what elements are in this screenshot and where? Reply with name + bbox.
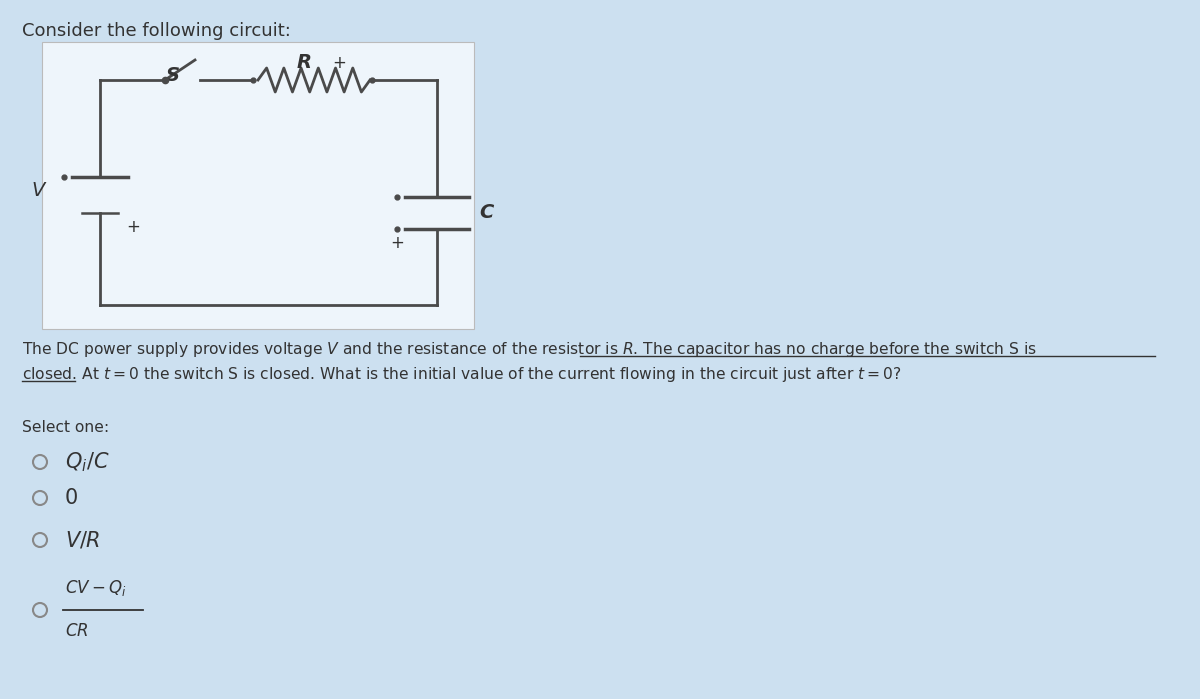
Text: Consider the following circuit:: Consider the following circuit: — [22, 22, 290, 40]
Text: R: R — [296, 53, 312, 72]
Text: +: + — [126, 218, 140, 236]
FancyBboxPatch shape — [42, 42, 474, 329]
Text: +: + — [390, 234, 404, 252]
Text: S: S — [166, 66, 180, 85]
Text: $CV-Q_i$: $CV-Q_i$ — [65, 578, 127, 598]
Text: The DC power supply provides voltage $\mathit{V}$ and the resistance of the resi: The DC power supply provides voltage $\m… — [22, 340, 1037, 359]
Text: $V$: $V$ — [30, 180, 47, 199]
Text: Select one:: Select one: — [22, 420, 109, 435]
Text: $Q_i/C$: $Q_i/C$ — [65, 450, 109, 474]
Text: C: C — [479, 203, 493, 222]
Text: +: + — [332, 54, 346, 72]
Text: $V/R$: $V/R$ — [65, 530, 101, 551]
Text: $CR$: $CR$ — [65, 622, 89, 640]
Text: closed. At $t = 0$ the switch S is closed. What is the initial value of the curr: closed. At $t = 0$ the switch S is close… — [22, 365, 901, 384]
Text: 0: 0 — [65, 488, 78, 508]
